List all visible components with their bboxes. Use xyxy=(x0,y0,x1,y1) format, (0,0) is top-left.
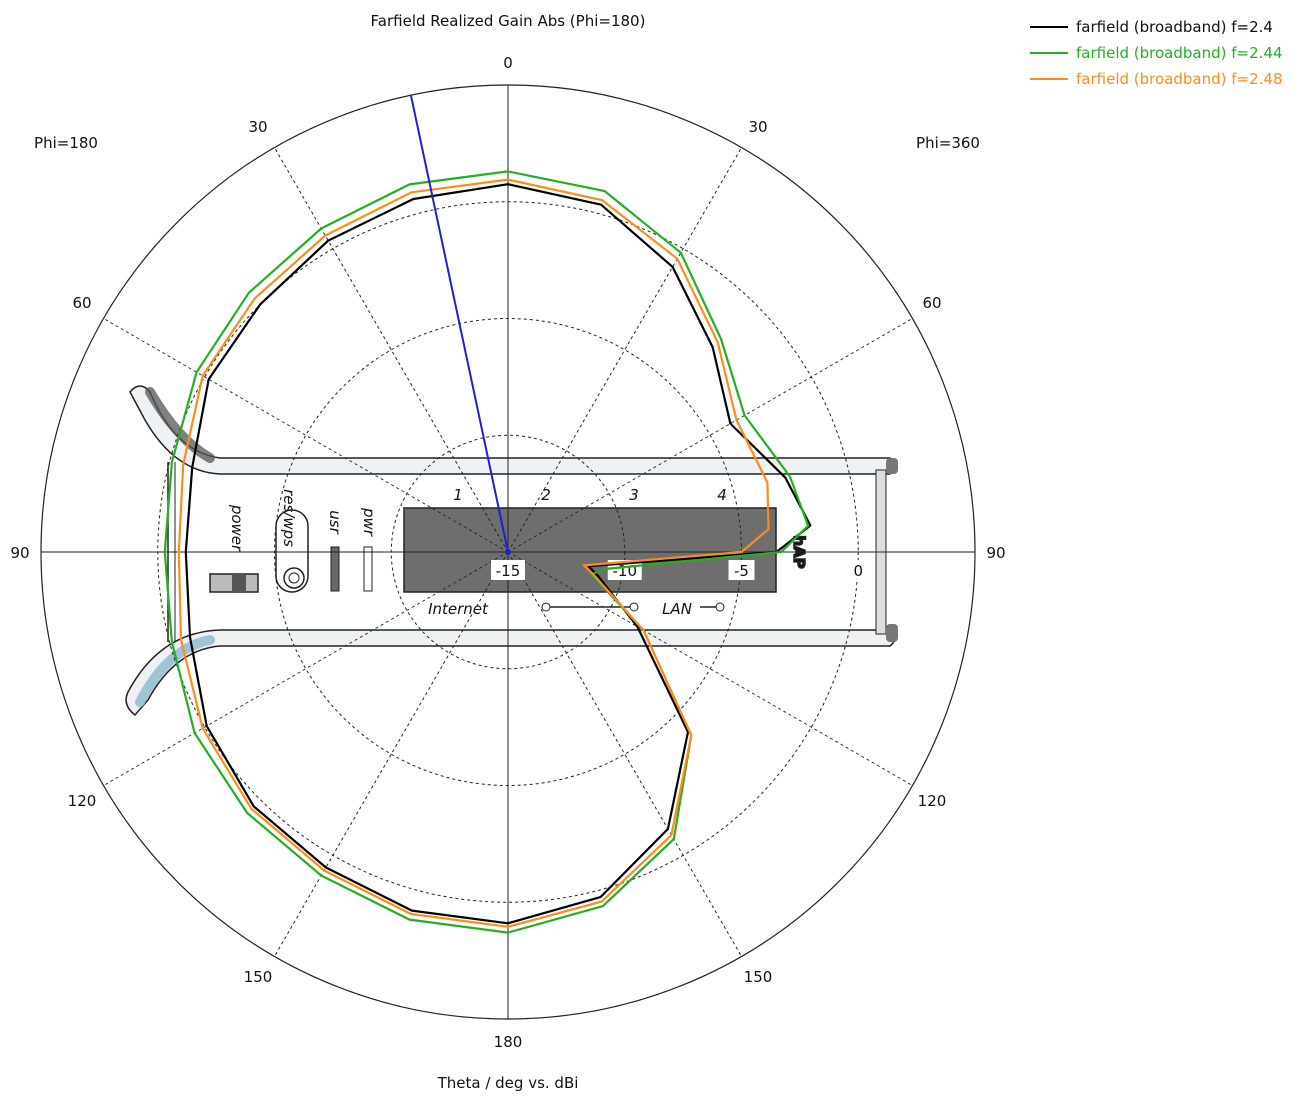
device-port-panel xyxy=(403,507,777,593)
port-number-3: 3 xyxy=(629,486,639,504)
legend-label-3: farfield (broadband) f=2.48 xyxy=(1076,70,1282,88)
legend-label-1: farfield (broadband) f=2.4 xyxy=(1076,18,1273,36)
usr-led xyxy=(330,546,340,592)
side-label-usr: usr xyxy=(326,510,344,534)
side-label-pwr: pwr xyxy=(360,507,378,537)
grid-spoke xyxy=(507,551,742,957)
angle-label-30-left: 30 xyxy=(248,118,267,136)
angle-label-120-right: 120 xyxy=(918,792,947,810)
radial-tick-label: -5 xyxy=(728,560,755,580)
angle-label-150-left: 150 xyxy=(244,968,273,986)
main-lobe-direction-line xyxy=(409,94,509,553)
port-label-lan: LAN xyxy=(662,600,692,618)
angle-label-180: 180 xyxy=(494,1033,523,1051)
port-number-4: 4 xyxy=(717,486,727,504)
chart-title: Farfield Realized Gain Abs (Phi=180) xyxy=(371,12,646,30)
reswps-slot xyxy=(275,509,309,593)
phi-label-right: Phi=360 xyxy=(916,134,980,152)
pwr-led xyxy=(363,546,373,592)
port-number-2: 2 xyxy=(541,486,551,504)
angle-label-120-left: 120 xyxy=(68,792,97,810)
legend-label-2: farfield (broadband) f=2.44 xyxy=(1076,44,1282,62)
angle-label-90-left: 90 xyxy=(10,544,29,562)
device-bottom-hook xyxy=(135,635,215,707)
main-lobe-origin-dot xyxy=(505,549,511,555)
radial-tick-text: 0 xyxy=(853,562,863,580)
series-line-1 xyxy=(184,183,812,925)
phi-label-left: Phi=180 xyxy=(34,134,98,152)
radial-tick-label: -15 xyxy=(491,560,525,580)
side-label-power: power xyxy=(228,504,246,552)
device-top-rail xyxy=(129,385,896,475)
series-line-2 xyxy=(163,170,810,934)
legend: farfield (broadband) f=2.4 farfield (broa… xyxy=(1030,18,1282,88)
angle-label-60-left: 60 xyxy=(72,294,91,312)
angle-label-60-right: 60 xyxy=(922,294,941,312)
radial-tick-text: -5 xyxy=(734,562,749,580)
side-label-reswps: res/wps xyxy=(280,489,298,547)
port-number-1: 1 xyxy=(453,486,463,504)
radial-tick-text: -15 xyxy=(496,562,521,580)
series-group xyxy=(163,170,812,934)
x-axis-label: Theta / deg vs. dBi xyxy=(437,1074,579,1092)
angle-label-0: 0 xyxy=(503,54,513,72)
radial-tick-label: 0 xyxy=(849,560,868,580)
port-label-internet: Internet xyxy=(428,600,489,618)
device-illustration: 1 2 3 4 Internet LAN hAP power res/wps u… xyxy=(125,385,898,717)
angle-label-150-right: 150 xyxy=(744,968,773,986)
grid-spoke xyxy=(274,147,509,553)
angle-label-30-right: 30 xyxy=(748,118,767,136)
series-line-3 xyxy=(177,178,770,928)
device-bottom-rail xyxy=(125,629,896,717)
angle-label-90-right: 90 xyxy=(986,544,1005,562)
